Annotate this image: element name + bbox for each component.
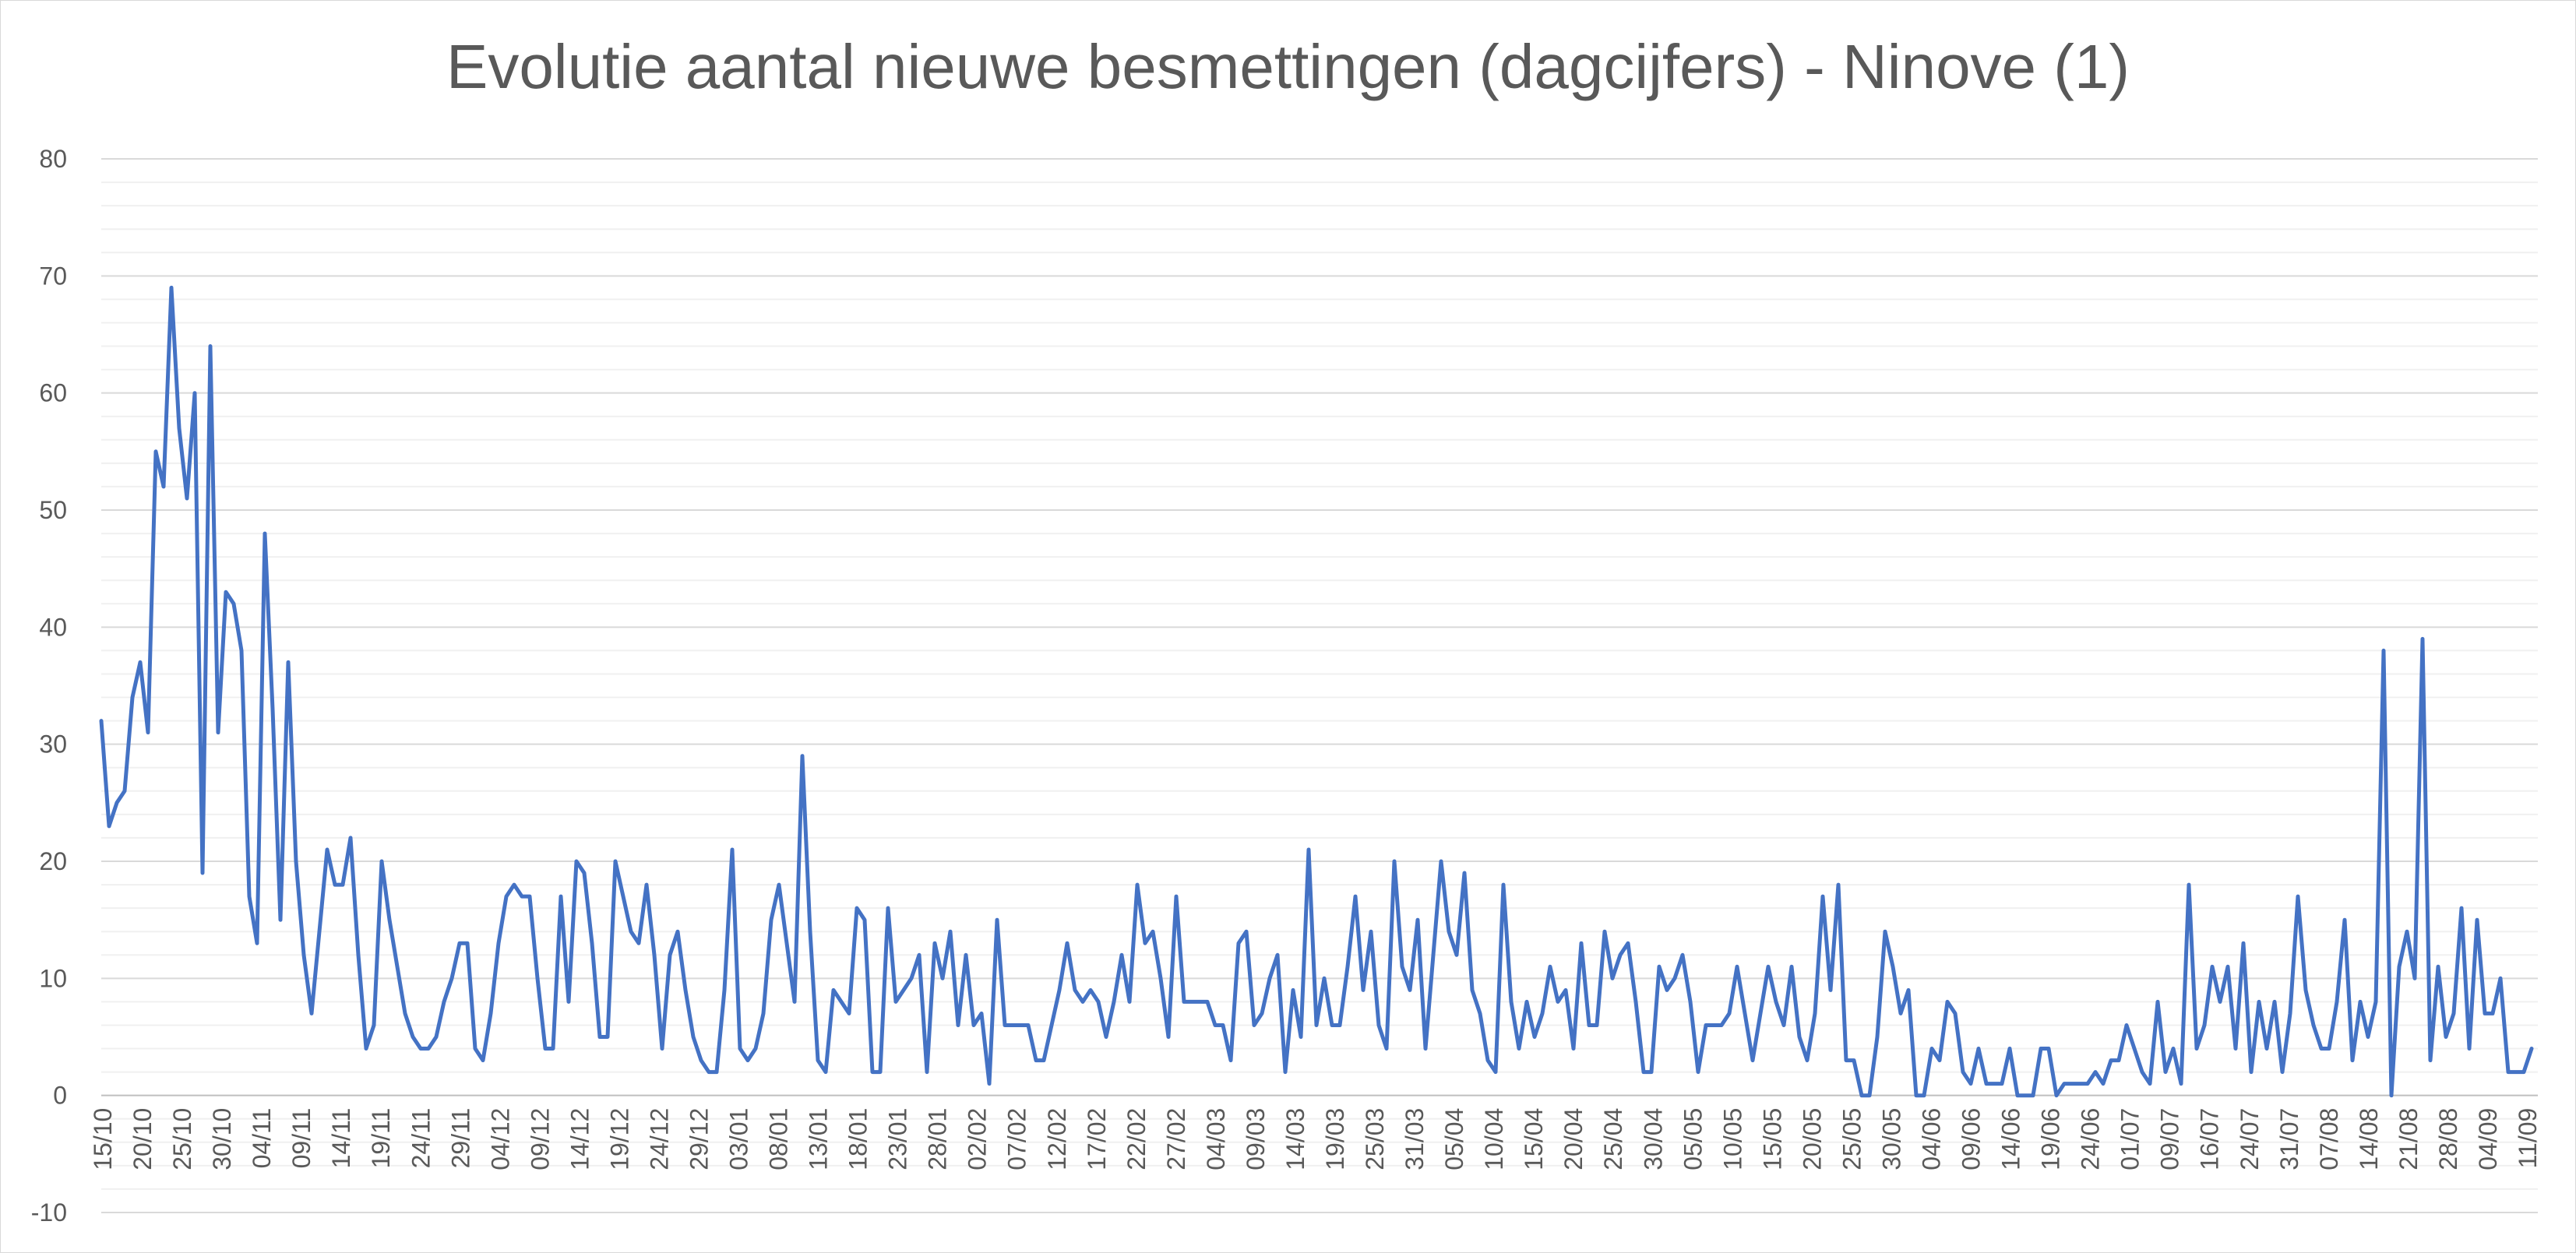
y-tick-label: 60 xyxy=(39,379,67,407)
x-tick-label: 09/12 xyxy=(526,1108,554,1170)
x-tick-label: 10/04 xyxy=(1480,1108,1508,1170)
x-tick-label: 05/05 xyxy=(1679,1108,1707,1170)
x-tick-label: 31/07 xyxy=(2275,1108,2303,1170)
x-tick-label: 21/08 xyxy=(2395,1108,2423,1170)
x-tick-label: 25/03 xyxy=(1361,1108,1389,1170)
x-tick-label: 28/08 xyxy=(2434,1108,2462,1170)
x-tick-label: 04/06 xyxy=(1918,1108,1946,1170)
x-tick-label: 14/06 xyxy=(1997,1108,2025,1170)
x-tick-label: 30/05 xyxy=(1877,1108,1905,1170)
x-tick-label: 12/02 xyxy=(1043,1108,1071,1170)
x-tick-label: 08/01 xyxy=(765,1108,793,1170)
x-tick-label: 15/04 xyxy=(1520,1108,1548,1170)
x-tick-label: 20/05 xyxy=(1798,1108,1826,1170)
x-tick-label: 10/05 xyxy=(1718,1108,1746,1170)
x-tick-label: 28/01 xyxy=(924,1108,952,1170)
x-tick-label: 25/04 xyxy=(1599,1108,1627,1170)
x-tick-label: 11/09 xyxy=(2514,1108,2542,1169)
x-tick-label: 09/07 xyxy=(2156,1108,2184,1170)
y-axis-tick-labels: -10 0 10 20 30 40 50 60 70 80 xyxy=(31,145,67,1227)
x-tick-label: 14/08 xyxy=(2355,1108,2383,1170)
x-tick-label: 05/04 xyxy=(1440,1108,1468,1170)
y-tick-label: 80 xyxy=(39,145,67,173)
series-line xyxy=(99,285,2534,1098)
x-tick-label: 02/02 xyxy=(964,1108,992,1170)
x-axis-tick-labels: 15/10 20/10 25/10 30/10 04/11 09/11 14/11 19/11… xyxy=(89,1108,2542,1170)
x-tick-label: 15/10 xyxy=(89,1108,117,1170)
x-tick-label: 22/02 xyxy=(1122,1108,1151,1170)
x-tick-label: 16/07 xyxy=(2196,1108,2224,1170)
x-tick-label: 04/12 xyxy=(486,1108,514,1170)
x-tick-label: 14/03 xyxy=(1281,1108,1309,1170)
y-tick-label: 10 xyxy=(39,964,67,992)
y-tick-label: 0 xyxy=(53,1082,67,1110)
x-tick-label: 14/11 xyxy=(327,1108,355,1169)
minor-gridlines xyxy=(101,181,2538,1190)
x-tick-label: 04/03 xyxy=(1202,1108,1230,1170)
major-gridlines xyxy=(101,158,2538,1213)
x-tick-label: 20/04 xyxy=(1559,1108,1588,1170)
x-tick-label: 24/06 xyxy=(2077,1108,2105,1170)
x-tick-label: 29/12 xyxy=(685,1108,713,1170)
x-tick-label: 24/07 xyxy=(2236,1108,2264,1170)
x-tick-label: 17/02 xyxy=(1083,1108,1111,1170)
x-tick-label: 01/07 xyxy=(2116,1108,2144,1170)
x-tick-label: 09/03 xyxy=(1242,1108,1270,1170)
x-tick-label: 19/11 xyxy=(367,1108,395,1169)
x-tick-label: 09/11 xyxy=(287,1108,315,1169)
y-tick-label: 70 xyxy=(39,262,67,290)
y-tick-label: -10 xyxy=(31,1198,67,1227)
x-tick-label: 24/11 xyxy=(407,1108,435,1169)
x-tick-label: 04/11 xyxy=(248,1108,276,1169)
x-tick-label: 24/12 xyxy=(645,1108,673,1170)
x-tick-label: 13/01 xyxy=(805,1108,833,1170)
x-tick-label: 09/06 xyxy=(1958,1108,1986,1170)
y-tick-label: 30 xyxy=(39,730,67,758)
x-tick-label: 19/12 xyxy=(605,1108,633,1170)
x-tick-label: 25/10 xyxy=(168,1108,196,1170)
x-tick-label: 07/08 xyxy=(2315,1108,2343,1170)
x-tick-label: 20/10 xyxy=(129,1108,157,1170)
x-tick-label: 30/10 xyxy=(208,1108,236,1170)
x-tick-label: 15/05 xyxy=(1758,1108,1786,1170)
x-tick-label: 14/12 xyxy=(566,1108,594,1170)
x-tick-label: 19/03 xyxy=(1321,1108,1349,1170)
x-tick-label: 04/09 xyxy=(2474,1108,2502,1170)
x-tick-label: 19/06 xyxy=(2037,1108,2065,1170)
y-tick-label: 40 xyxy=(39,613,67,641)
x-tick-label: 30/04 xyxy=(1639,1108,1667,1170)
x-tick-label: 03/01 xyxy=(725,1108,753,1170)
x-tick-label: 25/05 xyxy=(1838,1108,1866,1170)
x-tick-label: 23/01 xyxy=(884,1108,912,1170)
y-tick-label: 50 xyxy=(39,496,67,524)
x-tick-label: 31/03 xyxy=(1401,1108,1429,1170)
chart-title: Evolutie aantal nieuwe besmettingen (dag… xyxy=(446,32,2130,101)
x-tick-label: 29/11 xyxy=(446,1108,474,1169)
x-tick-label: 27/02 xyxy=(1162,1108,1190,1170)
x-tick-label: 18/01 xyxy=(844,1108,872,1170)
x-tick-label: 07/02 xyxy=(1003,1108,1031,1170)
y-tick-label: 20 xyxy=(39,847,67,875)
